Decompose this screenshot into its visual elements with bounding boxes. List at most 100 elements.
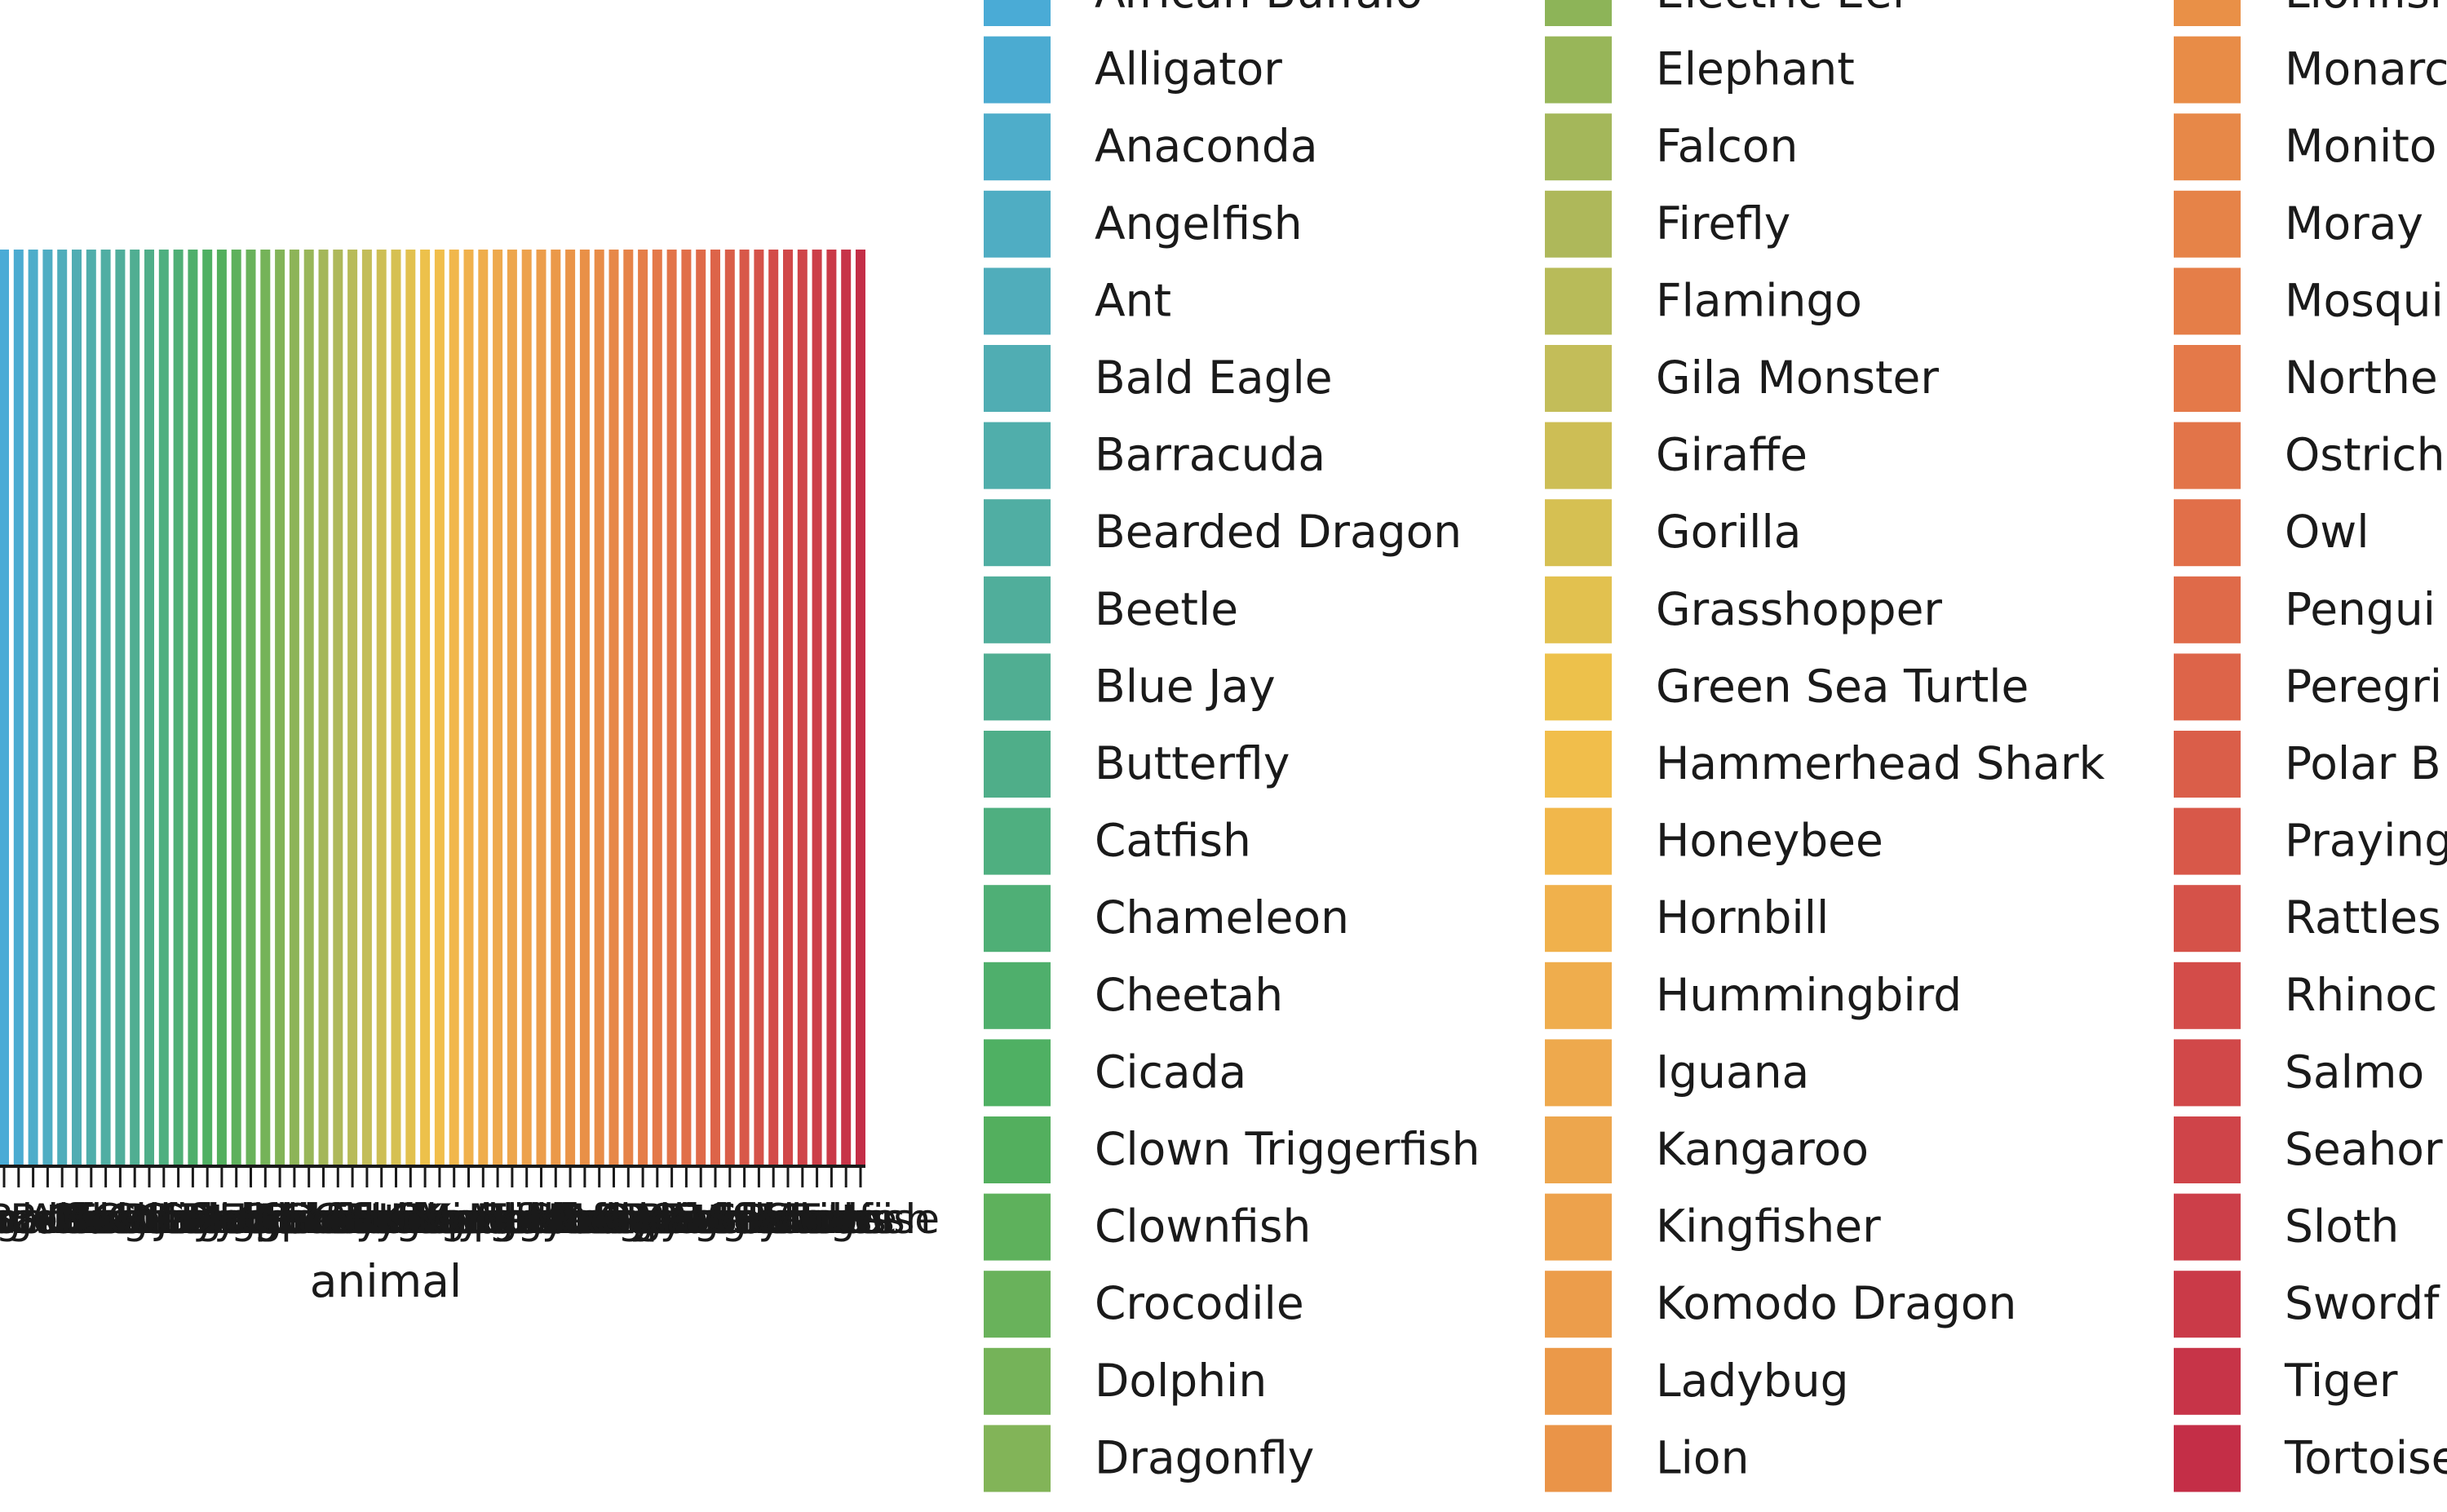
x-tick-label: Rattlesnake (639, 1196, 878, 1243)
x-tick-label: Lionfish (506, 1196, 663, 1243)
bar-bald-eagle (72, 250, 82, 1166)
bar-komodo-dragon (536, 250, 546, 1166)
legend-swatch (1545, 1039, 1612, 1107)
x-tick-label: Salmon (711, 1196, 864, 1243)
bar-green-sea-turtle (420, 250, 431, 1166)
legend-item-polar-bear: Polar B (2174, 731, 2441, 798)
x-tick-label: Peregrine Falcon (547, 1196, 883, 1243)
legend-label: Seahor (2285, 1123, 2443, 1175)
legend-swatch (984, 345, 1051, 412)
legend-item-green-sea-turtle: Green Sea Turtle (1545, 653, 2029, 721)
bar-mosquito (638, 250, 648, 1166)
legend-swatch (984, 1271, 1051, 1338)
legend-swatch (1545, 962, 1612, 1029)
x-tick-label: Dragonfly (180, 1196, 380, 1243)
bar-catfish (158, 250, 169, 1166)
legend-item-barracuda: Barracuda (984, 422, 1325, 489)
legend-label: Cicada (1095, 1046, 1246, 1098)
x-tick-label: Ladybug (468, 1196, 644, 1243)
bar-rhinoceros (768, 250, 779, 1166)
legend-swatch (2174, 0, 2241, 26)
legend-swatch (984, 653, 1051, 721)
legend-label: Barracuda (1095, 429, 1325, 481)
legend-item-rhinoceros: Rhinoc (2174, 962, 2437, 1029)
bar-praying-mantis (739, 250, 750, 1166)
legend-item-iguana: Iguana (1545, 1039, 1809, 1107)
legend-swatch (2174, 345, 2241, 412)
legend-label: Rattles (2285, 891, 2441, 944)
bar-kingfisher (521, 250, 532, 1166)
legend-item-elephant: Elephant (1545, 36, 1855, 104)
legend-item-tiger: Tiger (2174, 1347, 2398, 1415)
bar-hammerhead-shark (434, 250, 445, 1166)
legend-swatch (984, 1347, 1051, 1415)
bar-chameleon (173, 250, 184, 1166)
x-tick-label: Polar Bear (626, 1196, 835, 1243)
bar-lionfish (579, 250, 590, 1166)
x-tick-label: Honeybee (351, 1196, 558, 1243)
legend-label: Bearded Dragon (1095, 506, 1462, 558)
x-tick-label: Electric Eel (181, 1196, 407, 1243)
bar-flamingo (347, 250, 358, 1166)
bar-grasshopper (405, 250, 416, 1166)
bar-firefly (333, 250, 343, 1166)
x-tick-label: Monarch Butterfly (417, 1196, 782, 1243)
bar-clown-triggerfish (216, 250, 227, 1166)
legend-label: Gila Monster (1656, 351, 1939, 404)
legend-label: Alligator (1095, 43, 1282, 95)
legend-label: Chameleon (1095, 891, 1349, 944)
legend-item-ostrich: Ostrich (2174, 422, 2445, 489)
legend-label: Grasshopper (1656, 583, 1942, 635)
legend-item-gorilla: Gorilla (1545, 499, 1801, 567)
bar-monarch-butterfly (594, 250, 604, 1166)
x-tick-label: Crocodile (156, 1196, 346, 1243)
x-tick-label: Praying Mantis (594, 1196, 894, 1243)
x-tick-label: Bald Eagle (0, 1196, 185, 1243)
legend-label: Giraffe (1656, 429, 1808, 481)
legend-label: Praying (2285, 815, 2447, 867)
legend-item-lion: Lion (1545, 1425, 1749, 1492)
legend-label: Northe (2285, 351, 2438, 404)
legend-item-praying-mantis: Praying (2174, 807, 2447, 875)
legend-item-electric-eel: Electric Eel (1545, 0, 1905, 26)
legend-item-chameleon: Chameleon (984, 885, 1349, 953)
legend-item-butterfly: Butterfly (984, 731, 1290, 798)
legend-label: Hornbill (1656, 891, 1829, 944)
legend-swatch (984, 807, 1051, 875)
legend-item-hummingbird: Hummingbird (1545, 962, 1962, 1029)
legend-item-clown-triggerfish: Clown Triggerfish (984, 1116, 1480, 1183)
x-tick-label: Moray Eel (528, 1196, 729, 1243)
legend-label: Crocodile (1095, 1277, 1304, 1329)
legend-swatch (2174, 807, 2241, 875)
bar-falcon (318, 250, 329, 1166)
x-tick-label: African Buffalo (0, 1196, 153, 1243)
x-tick-label: Cicada (139, 1196, 277, 1243)
x-tick-label: Seahorse (707, 1196, 897, 1243)
legend-item-african-buffalo: African Buffalo (984, 0, 1423, 26)
legend-item-angelfish: Angelfish (984, 190, 1303, 258)
legend-item-tortoise: Tortoise (2174, 1425, 2447, 1492)
legend-swatch (1545, 807, 1612, 875)
legend-label: Salmo (2285, 1046, 2424, 1098)
bar-hornbill (463, 250, 474, 1166)
legend-item-beetle: Beetle (984, 576, 1238, 643)
x-tick-label: Northern Cardinal (476, 1196, 839, 1243)
x-tick-label: Gorilla (330, 1196, 462, 1243)
legend-label: Elephant (1656, 43, 1855, 95)
legend-label: Lionfish (2285, 0, 2447, 18)
legend-swatch (2174, 731, 2241, 798)
legend-item-monitor-lizard: Monito (2174, 113, 2436, 181)
bar-gorilla (391, 250, 401, 1166)
bar-series (0, 250, 865, 1166)
legend-label: Peregri (2285, 660, 2442, 712)
bar-honeybee (449, 250, 459, 1166)
legend-item-catfish: Catfish (984, 807, 1251, 875)
legend-label: Honeybee (1656, 815, 1883, 867)
x-tick-label: Mosquito (550, 1196, 735, 1243)
legend-item-cheetah: Cheetah (984, 962, 1283, 1029)
legend-swatch (2174, 885, 2241, 953)
bar-clownfish (231, 250, 241, 1166)
legend-item-dolphin: Dolphin (984, 1347, 1267, 1415)
bar-tiger (841, 250, 852, 1166)
